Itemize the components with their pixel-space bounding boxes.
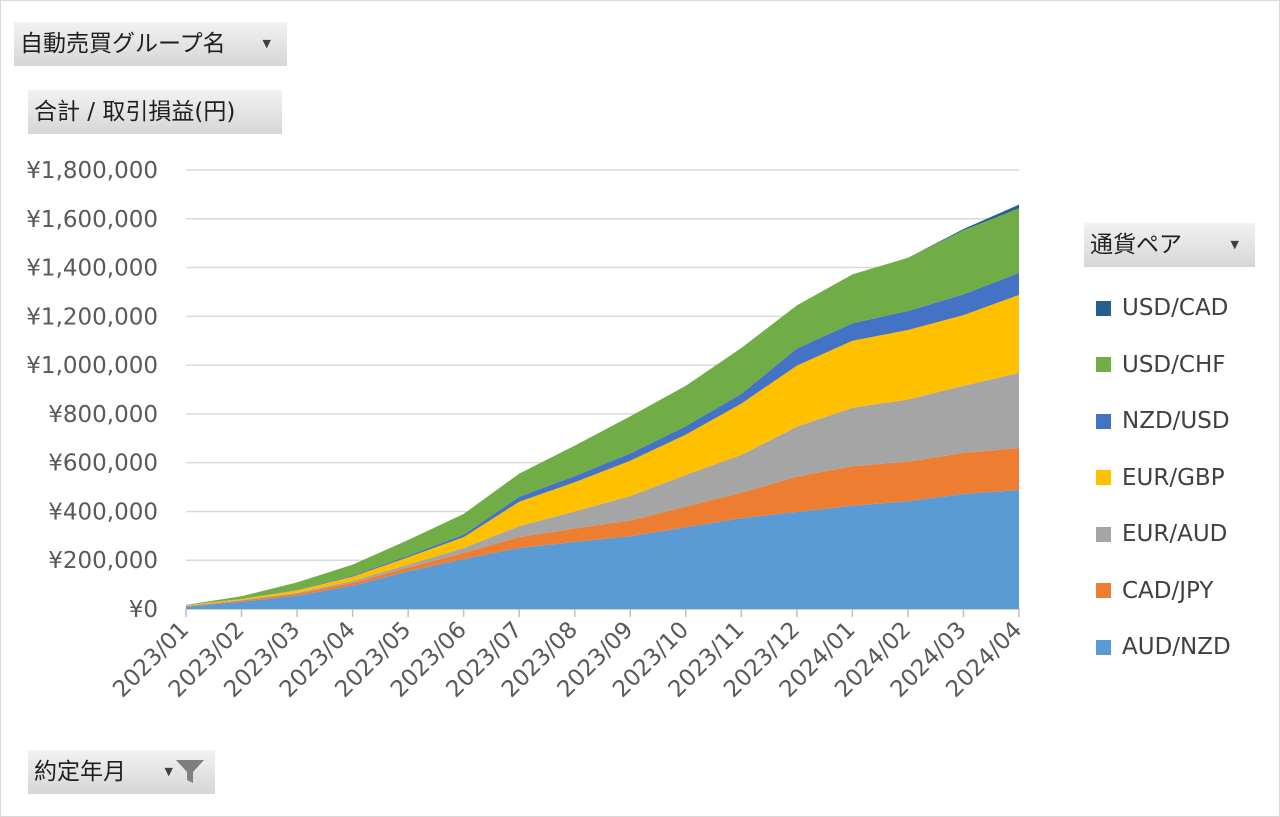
- group-field-button[interactable]: 自動売買グループ名 ▼: [14, 22, 287, 66]
- legend-item[interactable]: NZD/USD: [1096, 393, 1231, 450]
- area-aud-nzd: [186, 490, 1019, 609]
- legend-label: NZD/USD: [1122, 408, 1230, 435]
- y-tick-label: ¥1,400,000: [26, 256, 158, 282]
- y-tick-label: ¥800,000: [48, 402, 158, 428]
- legend-item[interactable]: AUD/NZD: [1096, 619, 1231, 676]
- date-field-label: 約定年月: [34, 759, 126, 785]
- y-tick-label: ¥1,800,000: [26, 158, 158, 184]
- y-tick-label: ¥200,000: [48, 548, 158, 574]
- legend-label: EUR/GBP: [1122, 464, 1225, 491]
- y-tick-label: ¥1,600,000: [26, 207, 158, 233]
- legend-item[interactable]: EUR/GBP: [1096, 450, 1231, 507]
- legend-field-button[interactable]: 通貨ペア ▼: [1084, 223, 1255, 267]
- area-nzd-usd: [186, 272, 1019, 606]
- legend-label: USD/CAD: [1122, 295, 1229, 322]
- value-field-label: 合計 / 取引損益(円): [34, 99, 236, 125]
- legend-swatch: [1096, 639, 1111, 655]
- legend-swatch: [1096, 583, 1111, 599]
- dropdown-arrow-icon[interactable]: ▼: [262, 37, 271, 50]
- legend-item[interactable]: USD/CHF: [1096, 337, 1231, 394]
- legend-swatch: [1096, 413, 1111, 429]
- filter-icon[interactable]: [175, 758, 205, 786]
- legend-swatch: [1096, 357, 1111, 373]
- legend-swatch: [1096, 470, 1111, 486]
- y-tick-label: ¥0: [129, 597, 158, 623]
- dropdown-arrow-icon[interactable]: ▼: [164, 765, 173, 778]
- value-field-button: 合計 / 取引損益(円): [28, 90, 282, 134]
- legend-label: EUR/AUD: [1122, 521, 1228, 548]
- legend-field-label: 通貨ペア: [1090, 232, 1182, 258]
- x-axis-ticks: 2023/012023/022023/032023/042023/052023/…: [108, 609, 1027, 703]
- legend-swatch: [1096, 300, 1111, 316]
- area-cad-jpy: [186, 448, 1019, 607]
- date-field-button[interactable]: 約定年月 ▼: [28, 750, 215, 794]
- y-tick-label: ¥1,200,000: [26, 304, 158, 330]
- group-field-label: 自動売買グループ名: [20, 31, 226, 57]
- legend-item[interactable]: CAD/JPY: [1096, 563, 1231, 620]
- area-eur-gbp: [186, 294, 1019, 606]
- y-tick-label: ¥600,000: [48, 451, 158, 477]
- area-usd-chf: [186, 208, 1019, 606]
- y-tick-label: ¥400,000: [48, 499, 158, 525]
- area-eur-aud: [186, 372, 1019, 607]
- legend-label: CAD/JPY: [1122, 577, 1214, 604]
- legend-item[interactable]: USD/CAD: [1096, 280, 1231, 337]
- legend-label: AUD/NZD: [1122, 634, 1231, 661]
- legend-swatch: [1096, 526, 1111, 542]
- y-tick-label: ¥1,000,000: [26, 353, 158, 379]
- series-areas: [186, 204, 1019, 609]
- dropdown-arrow-icon[interactable]: ▼: [1230, 238, 1239, 251]
- y-axis-ticks: ¥0 ¥200,000 ¥400,000 ¥600,000 ¥800,000 ¥1,000…: [26, 158, 158, 623]
- legend-label: USD/CHF: [1122, 351, 1226, 378]
- legend: USD/CAD USD/CHF NZD/USD EUR/GBP EUR/AUD CAD/J…: [1096, 280, 1231, 676]
- legend-item[interactable]: EUR/AUD: [1096, 506, 1231, 563]
